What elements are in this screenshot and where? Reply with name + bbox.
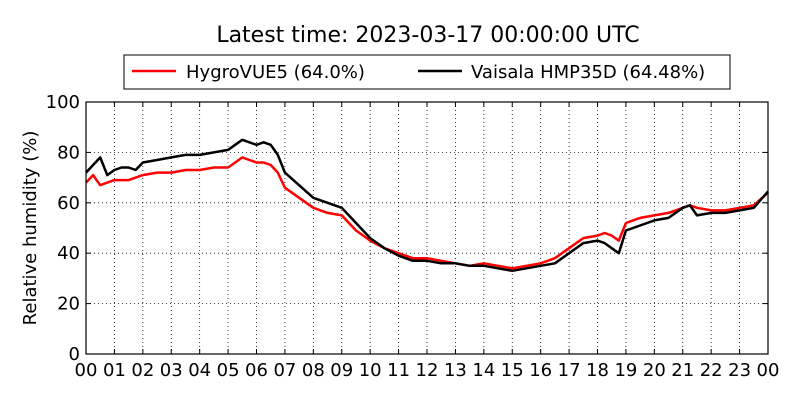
y-tick-label: 0 — [69, 344, 80, 365]
x-tick-label: 15 — [501, 360, 524, 381]
x-tick-label: 14 — [472, 360, 495, 381]
legend-label-hygrovue5: HygroVUE5 (64.0%) — [186, 62, 365, 83]
x-tick-label: 23 — [728, 360, 751, 381]
series-line-vaisala — [85, 138, 769, 273]
x-tick-label: 06 — [245, 360, 268, 381]
x-tick-label: 10 — [359, 360, 382, 381]
x-tick-label: 20 — [643, 360, 666, 381]
x-tick-label: 17 — [558, 360, 581, 381]
plot-frame — [85, 101, 769, 355]
x-tick-label: 12 — [416, 360, 439, 381]
x-tick-label: 01 — [103, 360, 126, 381]
x-tick-label: 03 — [160, 360, 183, 381]
x-tick-label: 21 — [671, 360, 694, 381]
x-tick-label: 04 — [188, 360, 211, 381]
axis-ticks: 00 01 02 03 04 05 06 07 08 09 10 11 12 13 14 15 16 17 18 19… — [46, 92, 780, 381]
x-tick-label: 13 — [444, 360, 467, 381]
y-axis-label: Relative humidity (%) — [20, 131, 41, 326]
x-tick-label: 00 — [75, 360, 98, 381]
y-tick-label: 60 — [57, 193, 80, 214]
x-tick-label: 00 — [757, 360, 780, 381]
legend-label-vaisala: Vaisala HMP35D (64.48%) — [471, 62, 705, 83]
legend: HygroVUE5 (64.0%) Vaisala HMP35D (64.48%… — [123, 54, 731, 90]
x-tick-label: 02 — [131, 360, 154, 381]
y-tick-label: 20 — [57, 294, 80, 315]
x-tick-label: 08 — [302, 360, 325, 381]
x-tick-label: 07 — [273, 360, 296, 381]
y-tick-label: 40 — [57, 243, 80, 264]
x-tick-label: 22 — [700, 360, 723, 381]
chart-title: Latest time: 2023-03-17 00:00:00 UTC — [216, 23, 639, 48]
y-tick-label: 80 — [57, 142, 80, 163]
x-tick-label: 18 — [586, 360, 609, 381]
x-tick-label: 09 — [330, 360, 353, 381]
x-tick-label: 16 — [529, 360, 552, 381]
grid — [86, 102, 768, 354]
x-tick-label: 11 — [387, 360, 410, 381]
series-layer — [85, 138, 769, 273]
x-tick-label: 19 — [614, 360, 637, 381]
x-tick-label: 05 — [217, 360, 240, 381]
y-tick-label: 100 — [46, 92, 80, 113]
